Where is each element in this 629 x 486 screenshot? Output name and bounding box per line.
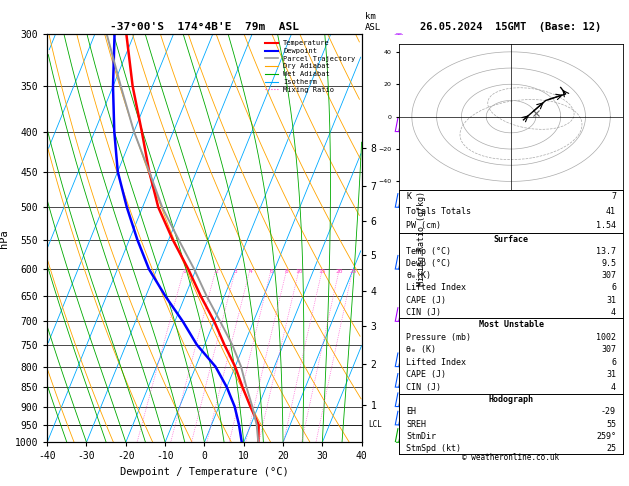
Text: 9.5: 9.5 — [601, 259, 616, 268]
Text: 25: 25 — [349, 269, 357, 274]
Text: -37°00'S  174°4B'E  79m  ASL: -37°00'S 174°4B'E 79m ASL — [110, 21, 299, 32]
Text: 3: 3 — [234, 269, 238, 274]
Text: 13.7: 13.7 — [596, 247, 616, 256]
Text: 10: 10 — [296, 269, 303, 274]
Text: CAPE (J): CAPE (J) — [406, 370, 446, 380]
Text: Dewp (°C): Dewp (°C) — [406, 259, 451, 268]
Text: CIN (J): CIN (J) — [406, 383, 441, 392]
Text: 41: 41 — [606, 207, 616, 216]
Text: © weatheronline.co.uk: © weatheronline.co.uk — [462, 452, 560, 462]
Text: 4: 4 — [611, 308, 616, 317]
Text: StmSpd (kt): StmSpd (kt) — [406, 444, 461, 453]
Legend: Temperature, Dewpoint, Parcel Trajectory, Dry Adiabat, Wet Adiabat, Isotherm, Mi: Temperature, Dewpoint, Parcel Trajectory… — [262, 37, 358, 95]
Text: 31: 31 — [606, 370, 616, 380]
Text: CIN (J): CIN (J) — [406, 308, 441, 317]
Text: 1002: 1002 — [596, 332, 616, 342]
Text: Pressure (mb): Pressure (mb) — [406, 332, 471, 342]
Text: 4: 4 — [248, 269, 252, 274]
Text: 31: 31 — [606, 295, 616, 305]
Text: 4: 4 — [611, 383, 616, 392]
X-axis label: Dewpoint / Temperature (°C): Dewpoint / Temperature (°C) — [120, 467, 289, 477]
Text: θₑ (K): θₑ (K) — [406, 345, 436, 354]
Text: 259°: 259° — [596, 432, 616, 441]
Text: 15: 15 — [319, 269, 326, 274]
Text: 307: 307 — [601, 345, 616, 354]
Text: Surface: Surface — [494, 235, 528, 244]
Text: 1: 1 — [182, 269, 186, 274]
Y-axis label: hPa: hPa — [0, 229, 9, 247]
Text: 6: 6 — [611, 283, 616, 293]
Text: θₑ(K): θₑ(K) — [406, 271, 431, 280]
Text: 6: 6 — [269, 269, 273, 274]
Text: 1.54: 1.54 — [596, 222, 616, 230]
Text: 8: 8 — [285, 269, 289, 274]
Text: CAPE (J): CAPE (J) — [406, 295, 446, 305]
Text: 26.05.2024  15GMT  (Base: 12): 26.05.2024 15GMT (Base: 12) — [420, 21, 602, 32]
Text: Hodograph: Hodograph — [489, 395, 533, 404]
Text: 55: 55 — [606, 419, 616, 429]
Text: 25: 25 — [606, 444, 616, 453]
Text: -29: -29 — [601, 407, 616, 417]
Text: Lifted Index: Lifted Index — [406, 358, 466, 367]
Text: SREH: SREH — [406, 419, 426, 429]
Text: Temp (°C): Temp (°C) — [406, 247, 451, 256]
Text: Mixing Ratio (g/kg): Mixing Ratio (g/kg) — [417, 191, 426, 286]
Text: 6: 6 — [611, 358, 616, 367]
Text: EH: EH — [406, 407, 416, 417]
Text: LCL: LCL — [368, 420, 382, 429]
Text: km
ASL: km ASL — [365, 12, 381, 32]
Text: Most Unstable: Most Unstable — [479, 320, 543, 329]
Text: K: K — [406, 192, 411, 201]
Text: 307: 307 — [601, 271, 616, 280]
Text: StmDir: StmDir — [406, 432, 436, 441]
Text: 7: 7 — [611, 192, 616, 201]
Text: Totals Totals: Totals Totals — [406, 207, 471, 216]
Text: Lifted Index: Lifted Index — [406, 283, 466, 293]
X-axis label: kt: kt — [506, 204, 516, 212]
Text: PW (cm): PW (cm) — [406, 222, 441, 230]
Text: 20: 20 — [336, 269, 343, 274]
Text: 2: 2 — [214, 269, 218, 274]
